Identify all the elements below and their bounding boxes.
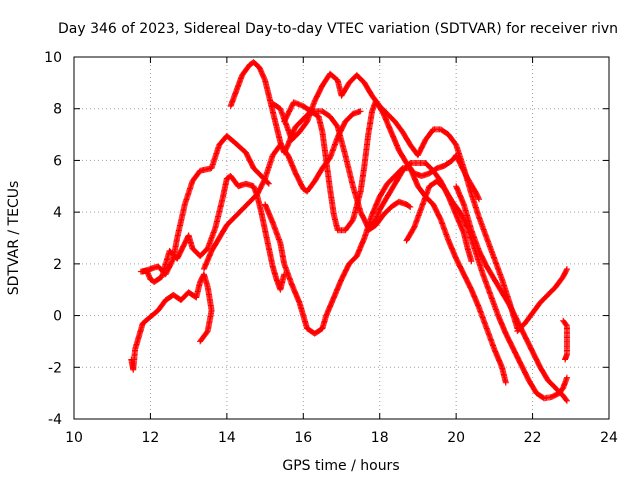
plot-frame <box>73 56 610 420</box>
x-tick-label: 14 <box>218 430 236 446</box>
x-tick-label: 24 <box>600 430 618 446</box>
y-tick-label: 0 <box>53 309 62 325</box>
series-track-1 <box>128 271 215 373</box>
series-track-7 <box>269 70 521 332</box>
series-track-9 <box>365 198 414 234</box>
y-tick-label: 10 <box>44 50 62 66</box>
data-point <box>197 337 204 344</box>
series-track-13 <box>560 317 570 363</box>
series-track-4 <box>200 108 364 273</box>
data-point <box>406 203 413 210</box>
y-tick-label: -2 <box>48 360 62 376</box>
y-tick-label: 8 <box>53 102 62 118</box>
x-tick-label: 20 <box>447 430 465 446</box>
x-tick-label: 22 <box>524 430 542 446</box>
x-tick-label: 10 <box>65 430 83 446</box>
y-tick-label: 4 <box>53 205 62 221</box>
x-tick-label: 12 <box>142 430 160 446</box>
data-point <box>475 195 482 202</box>
data-point <box>562 356 569 363</box>
data-point <box>563 374 570 381</box>
series-track-10 <box>403 178 570 402</box>
grid-lines <box>74 57 609 419</box>
data-point <box>563 397 570 404</box>
y-tick-label: 2 <box>53 257 62 273</box>
data-point <box>407 203 414 210</box>
series-track-6 <box>281 99 475 265</box>
data-point <box>563 267 570 274</box>
data-point <box>265 179 272 186</box>
data-point <box>563 266 570 273</box>
x-axis-label: GPS time / hours <box>282 458 399 474</box>
data-point <box>281 271 288 278</box>
data-point <box>476 196 483 203</box>
y-axis-label: SDTVAR / TECUs <box>6 181 22 296</box>
data-point <box>357 108 364 115</box>
series-track-2 <box>137 172 288 293</box>
x-tick-label: 16 <box>294 430 312 446</box>
series-track-12 <box>514 266 570 335</box>
y-tick-label: -4 <box>48 412 62 428</box>
data-point <box>563 396 570 403</box>
data-point <box>265 180 272 187</box>
data-point <box>502 379 509 386</box>
series-track-3 <box>139 132 272 278</box>
data-series <box>128 59 570 404</box>
x-tick-label: 18 <box>371 430 389 446</box>
series-track-8 <box>262 165 509 386</box>
data-point <box>197 338 204 345</box>
chart-title: Day 346 of 2023, Sidereal Day-to-day VTE… <box>58 21 618 37</box>
y-tick-label: 6 <box>53 153 62 169</box>
data-point <box>468 258 475 265</box>
